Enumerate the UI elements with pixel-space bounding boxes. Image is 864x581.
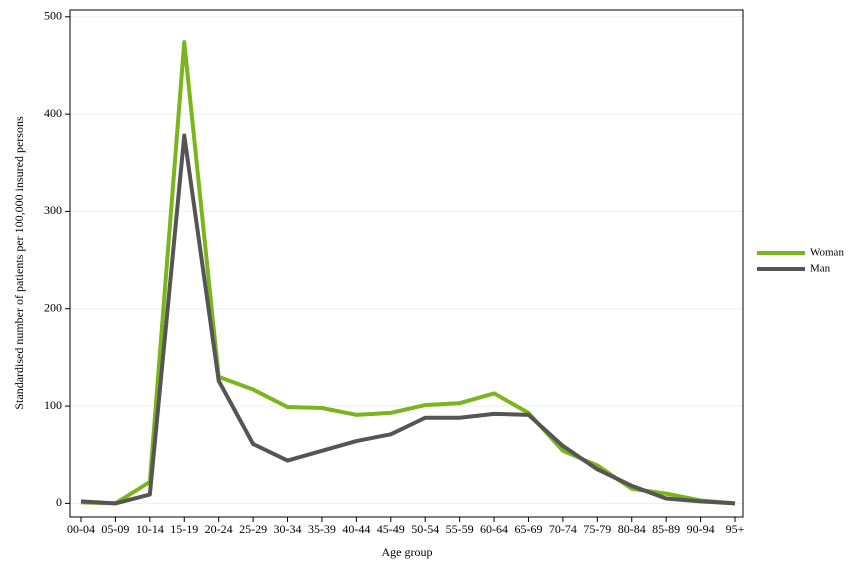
x-tick-label: 50-54: [411, 522, 439, 536]
y-tick-label: 500: [44, 9, 62, 23]
x-tick-label: 45-49: [377, 522, 405, 536]
x-tick-label: 15-19: [170, 522, 198, 536]
x-tick-label: 25-29: [239, 522, 267, 536]
x-tick-label: 65-69: [514, 522, 542, 536]
x-tick-label: 20-24: [205, 522, 233, 536]
y-tick-label: 200: [44, 301, 62, 315]
y-axis-label: Standardised number of patients per 100,…: [12, 116, 26, 410]
y-tick-label: 300: [44, 203, 62, 217]
y-tick-label: 400: [44, 106, 62, 120]
x-tick-label: 85-89: [652, 522, 680, 536]
x-tick-label: 00-04: [67, 522, 95, 536]
x-tick-label: 05-09: [101, 522, 129, 536]
x-tick-label: 75-79: [583, 522, 611, 536]
x-tick-label: 60-64: [480, 522, 508, 536]
y-tick-label: 100: [44, 398, 62, 412]
x-tick-label: 95+: [726, 522, 745, 536]
legend-label: Woman: [810, 247, 844, 259]
x-tick-label: 80-84: [618, 522, 646, 536]
x-tick-label: 35-39: [308, 522, 336, 536]
x-tick-label: 55-59: [446, 522, 474, 536]
x-tick-label: 10-14: [136, 522, 164, 536]
y-tick-label: 0: [56, 495, 62, 509]
x-tick-label: 40-44: [342, 522, 370, 536]
plot-frame: [69, 9, 744, 518]
x-tick-label: 70-74: [549, 522, 577, 536]
x-tick-label: 30-34: [274, 522, 302, 536]
legend-label: Man: [810, 263, 831, 275]
x-tick-label: 90-94: [687, 522, 715, 536]
line-series: [80, 133, 736, 506]
x-axis-label: Age group: [382, 545, 433, 559]
